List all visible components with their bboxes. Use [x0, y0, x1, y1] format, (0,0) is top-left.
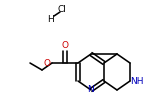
Text: Cl: Cl: [58, 4, 66, 13]
Text: H: H: [47, 14, 53, 23]
Text: N: N: [88, 85, 94, 94]
Text: O: O: [61, 42, 69, 50]
Text: O: O: [43, 59, 51, 68]
Text: NH: NH: [130, 76, 144, 85]
